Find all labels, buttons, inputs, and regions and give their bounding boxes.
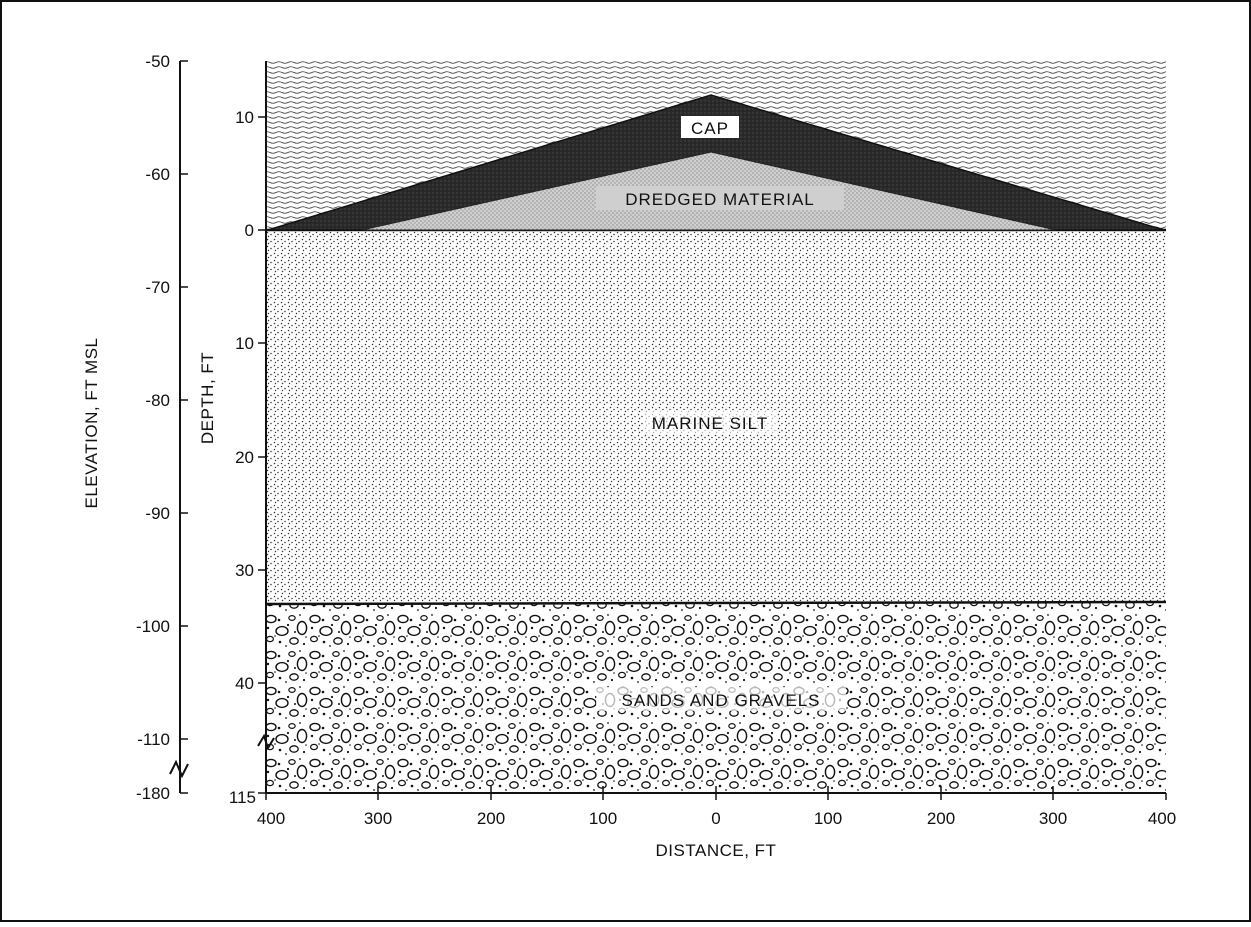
depth-tick-label: 20 <box>235 448 254 467</box>
depth-tick-label: 0 <box>245 221 254 240</box>
distance-tick-label: 400 <box>257 809 285 828</box>
depth-tick-label: 40 <box>235 674 254 693</box>
depth-axis-break-icon <box>257 733 275 751</box>
distance-tick-label: 400 <box>1148 809 1176 828</box>
elevation-tick-label: -60 <box>145 165 170 184</box>
elevation-tick-label: -100 <box>136 617 170 636</box>
distance-tick-label: 100 <box>589 809 617 828</box>
distance-tick-label: 200 <box>927 809 955 828</box>
distance-tick-label: 0 <box>711 809 720 828</box>
distance-axis-ticks <box>265 786 1167 800</box>
elevation-tick-label: -90 <box>145 504 170 523</box>
depth-tick-label: 10 <box>235 108 254 127</box>
distance-tick-label: 300 <box>1039 809 1067 828</box>
distance-axis-title: DISTANCE, FT <box>656 841 777 860</box>
depth-axis-ticks <box>258 116 266 794</box>
cap-label: CAP <box>691 119 729 138</box>
depth-tick-label: 30 <box>235 561 254 580</box>
marine-silt-label: MARINE SILT <box>652 414 768 433</box>
elevation-axis-title: ELEVATION, FT MSL <box>82 338 101 509</box>
dredged-label-bg <box>596 186 844 210</box>
marine-silt-label-bg <box>644 410 776 434</box>
distance-tick-label: 100 <box>814 809 842 828</box>
depth-tick-label: 10 <box>235 334 254 353</box>
sands-gravels-label: SANDS AND GRAVELS <box>621 691 820 710</box>
distance-tick-label: 200 <box>477 809 505 828</box>
elevation-tick-label: -80 <box>145 391 170 410</box>
dredged-material-label: DREDGED MATERIAL <box>625 190 815 209</box>
elevation-tick-label: -70 <box>145 278 170 297</box>
depth-tick-label: 115 <box>229 788 256 807</box>
elevation-tick-label: -110 <box>137 730 170 749</box>
distance-tick-label: 300 <box>364 809 392 828</box>
depth-axis-title: DEPTH, FT <box>198 352 217 444</box>
gravel-contact-line <box>265 600 1167 606</box>
elevation-tick-label: -50 <box>145 52 170 71</box>
elevation-axis-ticks <box>180 60 188 794</box>
elevation-tick-label: -180 <box>136 784 170 803</box>
cap-label-bg <box>681 116 739 138</box>
sands-gravels-label-bg <box>596 687 846 711</box>
elevation-axis-break-icon <box>169 759 189 779</box>
